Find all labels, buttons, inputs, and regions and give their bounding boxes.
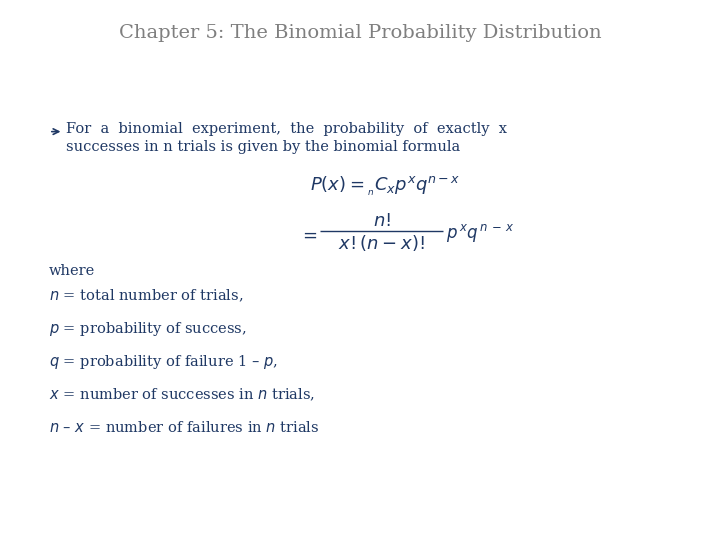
Text: $n$ = total number of trials,: $n$ = total number of trials, (49, 288, 243, 304)
Text: where: where (49, 264, 95, 278)
Text: successes in n trials is given by the binomial formula: successes in n trials is given by the bi… (66, 140, 461, 154)
Text: $=$: $=$ (299, 225, 318, 244)
Text: $P(x) =_{_n} C_x p^x q^{n-x}$: $P(x) =_{_n} C_x p^x q^{n-x}$ (310, 175, 460, 198)
Text: $x$ = number of successes in $n$ trials,: $x$ = number of successes in $n$ trials, (49, 386, 315, 403)
Text: For  a  binomial  experiment,  the  probability  of  exactly  x: For a binomial experiment, the probabili… (66, 123, 507, 136)
Text: $n!$: $n!$ (373, 212, 390, 230)
Text: $p$ = probability of success,: $p$ = probability of success, (49, 320, 246, 338)
Text: $p^{\,x} q^{\,n\,-\,x}$: $p^{\,x} q^{\,n\,-\,x}$ (446, 222, 515, 245)
Text: $x!(n-x)!$: $x!(n-x)!$ (338, 233, 425, 253)
Text: Chapter 5: The Binomial Probability Distribution: Chapter 5: The Binomial Probability Dist… (119, 24, 601, 42)
Text: $n$ – $x$ = number of failures in $n$ trials: $n$ – $x$ = number of failures in $n$ tr… (49, 420, 320, 435)
Text: $q$ = probability of failure 1 – $p$,: $q$ = probability of failure 1 – $p$, (49, 353, 278, 370)
Text: 26: 26 (5, 62, 22, 76)
